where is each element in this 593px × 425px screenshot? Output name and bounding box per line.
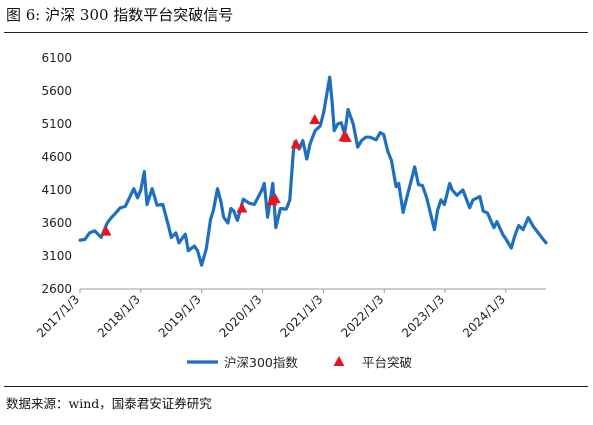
x-tick-label: 2017/1/3	[34, 292, 82, 340]
series-line-hs300	[78, 75, 548, 267]
figure-title: 图 6: 沪深 300 指数平台突破信号	[6, 6, 234, 24]
legend-label-breakout: 平台突破	[362, 355, 412, 370]
x-tick-label: 2024/1/3	[460, 292, 508, 340]
x-tick-label: 2023/1/3	[399, 292, 447, 340]
series-layer	[78, 75, 548, 267]
source-note: 数据来源：wind，国泰君安证券研究	[6, 396, 212, 411]
breakout-marker	[269, 193, 281, 204]
breakout-marker	[100, 225, 112, 236]
source-rule	[4, 386, 588, 387]
legend-label-hs300: 沪深300指数	[224, 355, 298, 370]
y-tick-label: 4600	[41, 150, 72, 164]
legend: 沪深300指数 平台突破	[187, 355, 412, 370]
y-tick-label: 3100	[41, 249, 72, 263]
x-tick-label: 2022/1/3	[338, 292, 386, 340]
y-tick-label: 5600	[41, 84, 72, 98]
title-rule	[4, 32, 588, 33]
y-tick-label: 3600	[41, 216, 72, 230]
x-tick-label: 2019/1/3	[156, 292, 204, 340]
breakout-marker	[236, 202, 248, 213]
x-tick-label: 2018/1/3	[95, 292, 143, 340]
marker-layer	[100, 114, 352, 236]
breakout-marker	[290, 138, 302, 149]
x-tick-label: 2020/1/3	[217, 292, 265, 340]
breakout-marker	[340, 131, 352, 142]
breakout-marker	[309, 114, 321, 125]
y-tick-label: 6100	[41, 51, 72, 65]
x-tick-label: 2021/1/3	[278, 292, 326, 340]
y-tick-label: 4100	[41, 183, 72, 197]
y-tick-label: 5100	[41, 117, 72, 131]
legend-swatch-breakout	[333, 356, 345, 366]
y-tick-label: 2600	[41, 282, 72, 296]
